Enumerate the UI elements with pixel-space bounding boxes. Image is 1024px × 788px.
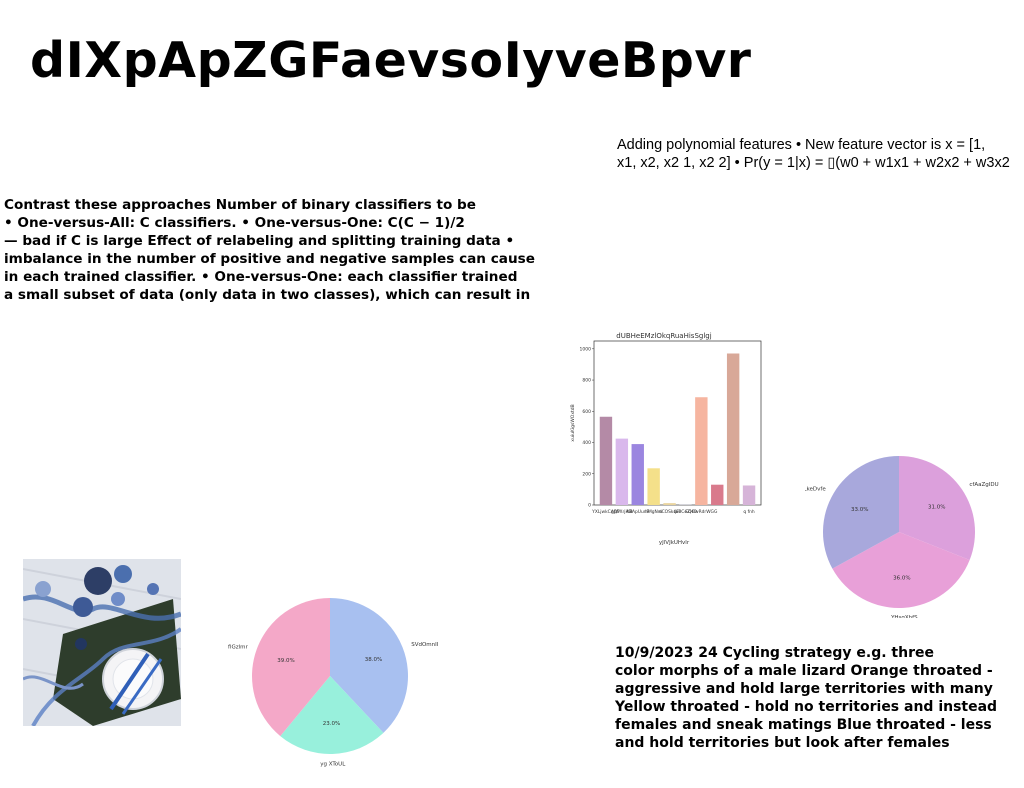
bar bbox=[631, 444, 644, 505]
pie-label: cfAaZgIDU bbox=[969, 482, 998, 488]
x-tick-label: ABApUunR bbox=[626, 509, 650, 515]
pie-pct-label: 38.0% bbox=[365, 657, 382, 663]
text-line: and hold territories but look after fema… bbox=[615, 735, 950, 751]
text-line: Yellow throated - hold no territories an… bbox=[615, 699, 998, 715]
bar bbox=[742, 485, 756, 505]
pie-label: yg XToUL bbox=[320, 761, 346, 767]
y-tick-label: 800 bbox=[582, 378, 591, 384]
y-tick-label: 1000 bbox=[580, 346, 592, 352]
x-tick-label: EQOwRdrWGG bbox=[685, 509, 718, 515]
pie-label: LjifiGzlmr bbox=[228, 644, 249, 650]
x-axis-label: yJlVJkUHvlr bbox=[659, 540, 690, 546]
text-line: Adding polynomial features • New feature… bbox=[617, 137, 986, 153]
bar bbox=[695, 397, 708, 505]
y-tick-label: 0 bbox=[588, 503, 591, 509]
y-tick-label: 600 bbox=[582, 409, 591, 415]
text-line: females and sneak matings Blue throated … bbox=[615, 717, 992, 733]
x-tick-label: YXLjwkCAQP bbox=[591, 509, 620, 515]
pie-pct-label: 39.0% bbox=[277, 658, 294, 664]
y-tick-label: 200 bbox=[582, 471, 591, 477]
text-line: aggressive and hold large territories wi… bbox=[615, 681, 993, 697]
pie-label: SVdOmnII bbox=[411, 642, 438, 648]
plot-frame bbox=[593, 340, 762, 506]
text-line: a small subset of data (only data in two… bbox=[4, 287, 531, 303]
bar bbox=[615, 438, 629, 505]
page-title: dIXpApZGFaevsoIyveBpvr bbox=[30, 32, 752, 89]
pie-slice bbox=[280, 676, 384, 754]
pie-chart-2: 38.0% SVdOmnII 23.0% yg XToUL 39.0% LjifiGzlm… bbox=[228, 598, 438, 767]
pie-pct-label: 23.0% bbox=[323, 721, 340, 727]
pie-chart-1: 31.0% cfAaZgIDU 36.0% YHsgXhfS 33.0% QjqLkeDv… bbox=[805, 456, 999, 618]
y-axis-label: xuiuKigsWOxtdB bbox=[570, 404, 576, 441]
text-line: — bad if C is large Effect of relabeling… bbox=[4, 233, 515, 249]
y-tick-label: 400 bbox=[582, 440, 591, 446]
polynomial-features-text: Adding polynomial features • New feature… bbox=[617, 136, 1017, 172]
text-line: imbalance in the number of positive and … bbox=[4, 251, 535, 267]
bar bbox=[599, 416, 613, 505]
text-line: • One-versus-All: C classifiers. • One-v… bbox=[4, 215, 465, 231]
x-tick-label: gJWXrjiKB bbox=[611, 509, 633, 515]
pie-slice bbox=[899, 456, 975, 560]
x-tick-label: q fnh bbox=[743, 509, 755, 515]
contrast-approaches-text: Contrast these approaches Number of bina… bbox=[4, 196, 535, 304]
text-line: color morphs of a male lizard Orange thr… bbox=[615, 663, 993, 679]
pie-slice bbox=[823, 456, 899, 569]
lizard-strategy-text: 10/9/2023 24 Cycling strategy e.g. three… bbox=[615, 644, 997, 752]
bar bbox=[679, 504, 692, 505]
text-line: Contrast these approaches Number of bina… bbox=[4, 197, 476, 213]
bar bbox=[663, 503, 676, 505]
pie-pct-label: 33.0% bbox=[851, 507, 868, 513]
chart-title: dUBHeEMzlOkqRuaHisSglgj bbox=[616, 332, 711, 340]
bar bbox=[711, 484, 724, 505]
photo-illustration bbox=[23, 559, 181, 726]
bar bbox=[647, 468, 660, 505]
pie-slice bbox=[330, 598, 408, 733]
pie-label: QjqLkeDvfe bbox=[805, 487, 826, 493]
x-tick-label: dCOSkqFr bbox=[659, 509, 681, 515]
pie-pct-label: 31.0% bbox=[928, 504, 945, 510]
pie-pct-label: 36.0% bbox=[893, 576, 910, 582]
text-line: 10/9/2023 24 Cycling strategy e.g. three bbox=[615, 645, 934, 661]
pie-label: YHsgXhfS bbox=[890, 615, 918, 618]
x-tick-label: fuBCeZHO bbox=[674, 509, 697, 515]
bar-chart: dUBHeEMzlOkqRuaHisSglgj xuiuKigsWOxtdB y… bbox=[570, 332, 762, 546]
bar bbox=[726, 353, 740, 505]
table-setting-photo bbox=[23, 559, 181, 726]
x-tick-label: hMgNm bbox=[645, 509, 662, 515]
text-line: in each trained classifier. • One-versus… bbox=[4, 269, 518, 285]
text-line: x1, x2, x2 1, x2 2] • Pr(y = 1|x) = ▯(w0… bbox=[617, 155, 1010, 171]
pie-slice bbox=[252, 598, 330, 737]
pie-slice bbox=[832, 532, 970, 608]
